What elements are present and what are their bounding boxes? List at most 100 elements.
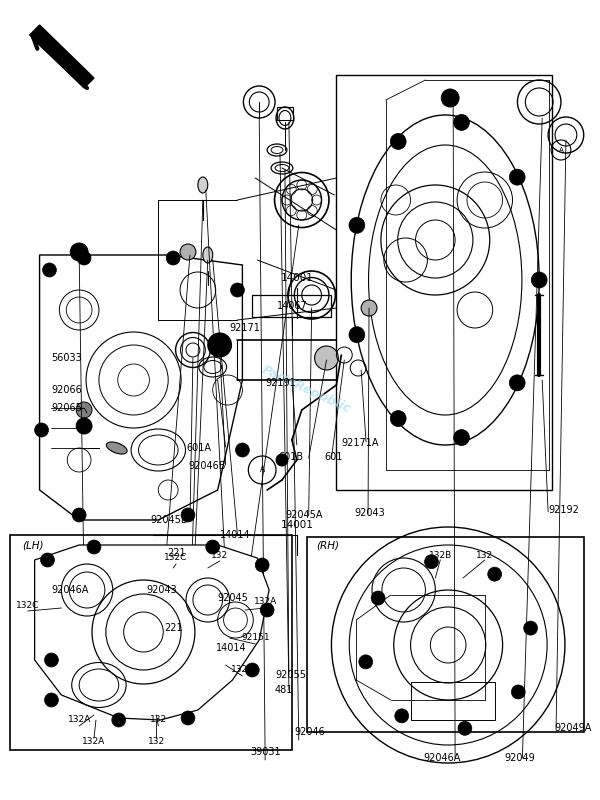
Text: 601B: 601B bbox=[278, 452, 304, 462]
Text: 92046A: 92046A bbox=[424, 753, 461, 763]
Text: 14067: 14067 bbox=[277, 301, 307, 311]
Text: 132B: 132B bbox=[231, 666, 254, 674]
Circle shape bbox=[314, 346, 338, 370]
Text: 92045B: 92045B bbox=[151, 515, 188, 525]
Circle shape bbox=[245, 663, 259, 677]
Circle shape bbox=[524, 621, 538, 635]
Text: PartsRepublic: PartsRepublic bbox=[260, 364, 353, 416]
Circle shape bbox=[255, 558, 269, 572]
Bar bbox=[277, 107, 293, 120]
Text: 92191: 92191 bbox=[265, 378, 296, 388]
Bar bbox=[10, 535, 292, 750]
Circle shape bbox=[458, 722, 472, 735]
Circle shape bbox=[260, 603, 274, 617]
Text: 39031: 39031 bbox=[250, 747, 280, 757]
Circle shape bbox=[87, 540, 101, 554]
Text: 132: 132 bbox=[150, 715, 167, 725]
Circle shape bbox=[391, 410, 406, 426]
Circle shape bbox=[35, 423, 49, 437]
Circle shape bbox=[425, 554, 439, 569]
Text: 14001: 14001 bbox=[280, 520, 313, 530]
Text: 132A: 132A bbox=[82, 738, 106, 746]
Text: 92065: 92065 bbox=[52, 403, 82, 413]
Text: 92171A: 92171A bbox=[341, 438, 379, 448]
Circle shape bbox=[76, 402, 92, 418]
Text: A: A bbox=[260, 466, 265, 474]
Circle shape bbox=[41, 553, 55, 567]
Circle shape bbox=[235, 443, 250, 457]
Text: 92046B: 92046B bbox=[188, 461, 226, 471]
Circle shape bbox=[180, 244, 196, 260]
Text: 92049A: 92049A bbox=[554, 723, 592, 733]
Text: 92066: 92066 bbox=[52, 385, 82, 395]
Circle shape bbox=[181, 711, 195, 725]
Circle shape bbox=[509, 169, 525, 185]
Text: 132: 132 bbox=[476, 551, 493, 561]
Text: 92043: 92043 bbox=[146, 585, 177, 595]
Circle shape bbox=[454, 430, 469, 446]
Text: 92046A: 92046A bbox=[52, 585, 89, 595]
Circle shape bbox=[395, 709, 409, 723]
Polygon shape bbox=[35, 545, 269, 720]
Text: 92151: 92151 bbox=[241, 634, 269, 642]
Circle shape bbox=[43, 263, 56, 277]
Circle shape bbox=[531, 272, 547, 288]
Text: 92192: 92192 bbox=[548, 505, 579, 515]
Circle shape bbox=[276, 454, 288, 466]
Text: 132B: 132B bbox=[428, 551, 452, 561]
Text: 92043: 92043 bbox=[354, 508, 385, 518]
Circle shape bbox=[441, 89, 459, 107]
Circle shape bbox=[509, 375, 525, 391]
Circle shape bbox=[44, 653, 58, 667]
Text: (RH): (RH) bbox=[317, 540, 340, 550]
Circle shape bbox=[454, 114, 469, 130]
Circle shape bbox=[208, 333, 232, 357]
Circle shape bbox=[181, 508, 195, 522]
Text: 92045A: 92045A bbox=[285, 510, 322, 520]
Text: 481: 481 bbox=[275, 685, 293, 695]
Circle shape bbox=[72, 508, 86, 522]
Circle shape bbox=[349, 218, 365, 234]
Text: 92046: 92046 bbox=[295, 727, 326, 737]
Bar bbox=[337, 75, 552, 490]
Polygon shape bbox=[29, 25, 94, 88]
Circle shape bbox=[77, 251, 91, 265]
Circle shape bbox=[349, 326, 365, 342]
Text: 132C: 132C bbox=[16, 601, 40, 610]
Bar bbox=[410, 682, 494, 720]
Circle shape bbox=[391, 134, 406, 150]
Text: 221: 221 bbox=[167, 548, 186, 558]
Text: 14001: 14001 bbox=[280, 273, 313, 283]
Text: 92055: 92055 bbox=[275, 670, 306, 680]
Circle shape bbox=[511, 685, 525, 699]
Circle shape bbox=[488, 567, 502, 581]
Text: 221: 221 bbox=[164, 623, 183, 633]
Circle shape bbox=[70, 243, 88, 261]
Text: 601A: 601A bbox=[186, 443, 211, 453]
Ellipse shape bbox=[203, 247, 213, 263]
Polygon shape bbox=[40, 255, 242, 520]
Text: 92171: 92171 bbox=[230, 323, 260, 333]
Ellipse shape bbox=[198, 177, 208, 193]
Text: 14014: 14014 bbox=[215, 643, 247, 653]
Text: 14014: 14014 bbox=[220, 530, 250, 540]
Text: A: A bbox=[559, 147, 563, 153]
Circle shape bbox=[359, 655, 373, 669]
Text: 132: 132 bbox=[148, 738, 165, 746]
Text: 132C: 132C bbox=[164, 554, 188, 562]
Text: 132: 132 bbox=[211, 550, 228, 559]
Circle shape bbox=[206, 540, 220, 554]
Text: 92049: 92049 bbox=[504, 753, 535, 763]
Bar bbox=[252, 295, 331, 317]
Circle shape bbox=[44, 693, 58, 707]
Ellipse shape bbox=[106, 442, 127, 454]
Text: 601: 601 bbox=[325, 452, 343, 462]
Text: 56033: 56033 bbox=[52, 353, 82, 363]
Circle shape bbox=[371, 591, 385, 605]
Circle shape bbox=[361, 300, 377, 316]
Circle shape bbox=[166, 251, 180, 265]
Bar bbox=[307, 537, 584, 732]
Circle shape bbox=[76, 418, 92, 434]
Text: (LH): (LH) bbox=[22, 540, 43, 550]
Circle shape bbox=[112, 713, 125, 727]
